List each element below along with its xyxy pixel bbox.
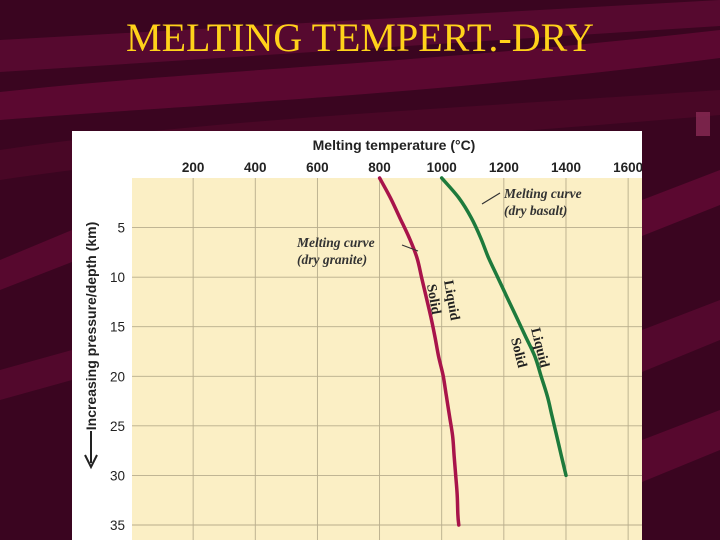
background-stripe xyxy=(0,230,72,290)
x-tick-label: 400 xyxy=(244,160,267,175)
y-tick-label: 5 xyxy=(117,221,125,236)
chart-figure: 200 400 600 800 1000 1200 1400 1600 5 10 15 20 25 30… xyxy=(72,131,642,540)
annotation-leaders xyxy=(401,192,501,252)
x-tick-label: 600 xyxy=(306,160,329,175)
down-arrow-icon xyxy=(84,431,98,470)
annotation-granite-line1: Melting curve xyxy=(296,235,375,250)
slide-title: MELTING TEMPERT.-DRY xyxy=(126,15,594,60)
y-tick-label: 10 xyxy=(110,270,125,285)
background-stripe xyxy=(0,350,72,400)
annotation-granite-line2: (dry granite) xyxy=(297,252,367,267)
y-tick-labels: 5 10 15 20 25 30 35 xyxy=(110,221,125,533)
phase-label-granite-solid: Solid xyxy=(423,283,443,316)
plot-area xyxy=(132,178,642,540)
background-stripe xyxy=(642,170,720,236)
x-tick-label: 1600 xyxy=(613,160,642,175)
background-accent xyxy=(696,112,710,136)
y-tick-label: 35 xyxy=(110,518,125,533)
series-layer xyxy=(377,176,568,527)
x-axis-title: Melting temperature (°C) xyxy=(313,137,476,153)
annotation-basalt-line1: Melting curve xyxy=(503,186,582,201)
y-axis-title: Increasing pressure/depth (km) xyxy=(83,222,99,431)
background-stripe xyxy=(642,300,720,372)
background-stripe xyxy=(642,410,720,482)
x-tick-label: 800 xyxy=(368,160,391,175)
phase-label-granite-liquid: Liquid xyxy=(440,279,462,322)
annotation-basalt-line2: (dry basalt) xyxy=(504,203,567,218)
x-tick-labels: 200 400 600 800 1000 1200 1400 1600 xyxy=(182,160,642,175)
y-tick-label: 30 xyxy=(110,468,125,483)
y-tick-label: 25 xyxy=(110,419,125,434)
series-line-granite xyxy=(377,176,461,527)
phase-label-basalt-solid: Solid xyxy=(507,336,529,369)
x-tick-label: 1400 xyxy=(551,160,581,175)
x-tick-label: 1000 xyxy=(427,160,457,175)
annotation-leader-granite xyxy=(401,244,419,252)
background-stripe xyxy=(0,30,720,120)
grid-lines xyxy=(132,178,642,540)
y-tick-label: 20 xyxy=(110,369,125,384)
series-line-basalt xyxy=(439,176,568,478)
annotation-leader-basalt xyxy=(481,192,501,205)
x-tick-label: 200 xyxy=(182,160,205,175)
x-tick-label: 1200 xyxy=(489,160,519,175)
background-stripe xyxy=(0,0,720,72)
melting-curve-chart: 200 400 600 800 1000 1200 1400 1600 5 10 15 20 25 30… xyxy=(83,137,642,540)
y-tick-label: 15 xyxy=(110,320,125,335)
